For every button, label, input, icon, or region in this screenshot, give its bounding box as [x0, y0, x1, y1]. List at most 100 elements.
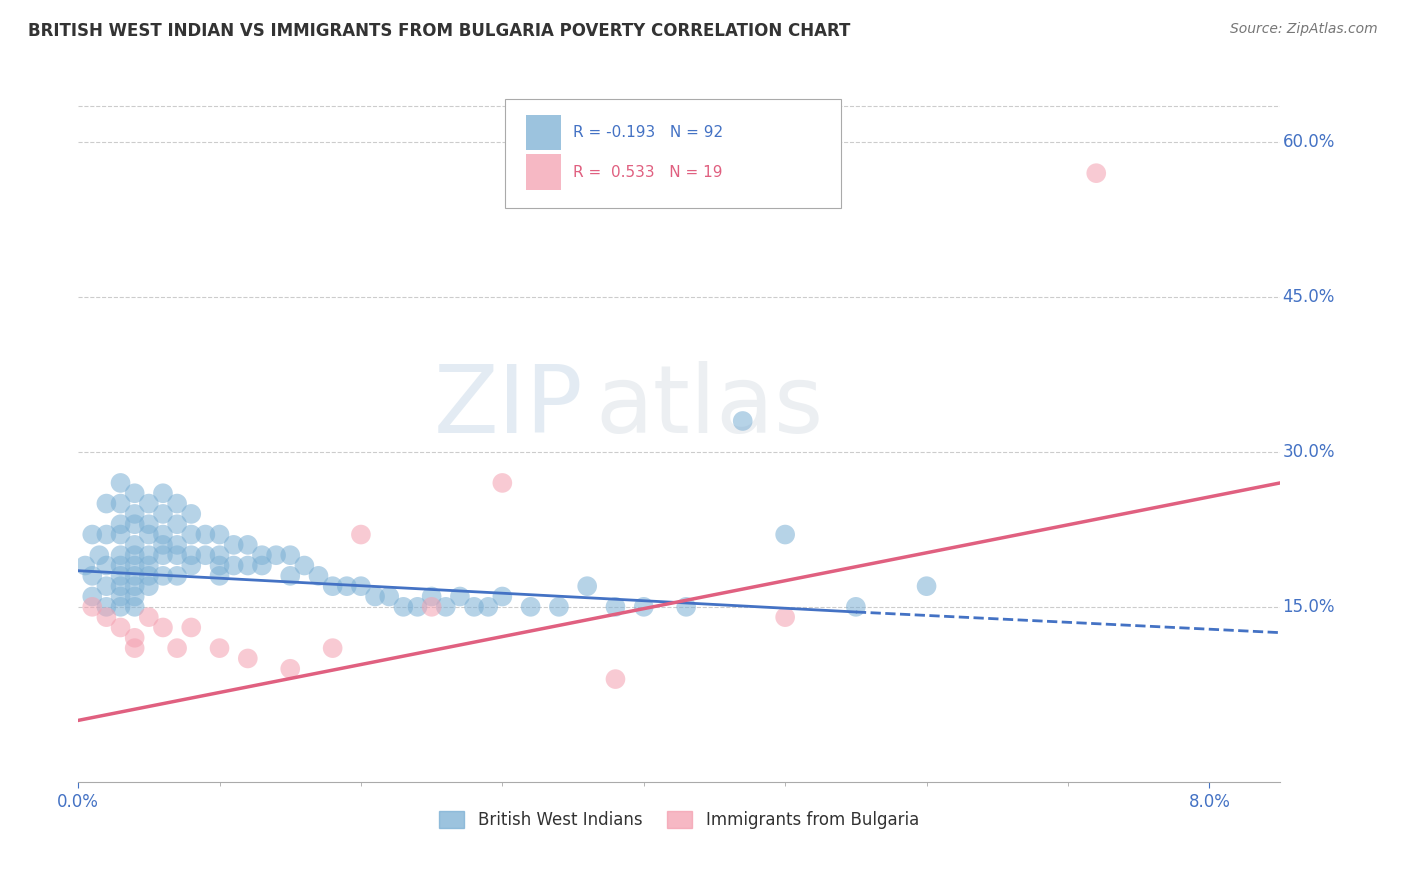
Point	[138, 558, 160, 573]
Point	[166, 538, 188, 552]
Text: BRITISH WEST INDIAN VS IMMIGRANTS FROM BULGARIA POVERTY CORRELATION CHART: BRITISH WEST INDIAN VS IMMIGRANTS FROM B…	[28, 22, 851, 40]
Point	[420, 599, 443, 614]
Point	[138, 497, 160, 511]
Text: 45.0%: 45.0%	[1282, 288, 1334, 306]
Point	[180, 548, 202, 562]
Point	[138, 579, 160, 593]
Point	[208, 527, 231, 541]
FancyBboxPatch shape	[526, 154, 561, 190]
Point	[166, 641, 188, 656]
Point	[194, 548, 217, 562]
Point	[138, 527, 160, 541]
Point	[278, 569, 301, 583]
Point	[491, 590, 513, 604]
Point	[264, 548, 287, 562]
Point	[548, 599, 571, 614]
Point	[336, 579, 359, 593]
Point	[82, 527, 104, 541]
Point	[152, 527, 174, 541]
Point	[152, 548, 174, 562]
Point	[152, 620, 174, 634]
Point	[491, 475, 513, 490]
Text: 15.0%: 15.0%	[1282, 598, 1334, 615]
FancyBboxPatch shape	[526, 114, 561, 150]
Point	[124, 486, 146, 500]
Point	[124, 548, 146, 562]
Point	[322, 641, 344, 656]
Point	[124, 599, 146, 614]
Point	[96, 599, 118, 614]
Point	[236, 538, 259, 552]
Point	[308, 569, 330, 583]
Point	[208, 548, 231, 562]
Point	[222, 538, 245, 552]
Text: R =  0.533   N = 19: R = 0.533 N = 19	[574, 165, 723, 180]
Point	[82, 569, 104, 583]
Point	[124, 590, 146, 604]
Point	[378, 590, 401, 604]
Point	[138, 548, 160, 562]
Point	[152, 538, 174, 552]
Point	[250, 548, 273, 562]
Point	[82, 590, 104, 604]
Point	[208, 641, 231, 656]
Point	[166, 548, 188, 562]
Point	[110, 579, 132, 593]
Text: 60.0%: 60.0%	[1282, 133, 1334, 152]
Point	[124, 579, 146, 593]
FancyBboxPatch shape	[505, 99, 841, 208]
Point	[194, 527, 217, 541]
Point	[110, 497, 132, 511]
Point	[110, 558, 132, 573]
Point	[605, 672, 627, 686]
Point	[675, 599, 697, 614]
Point	[576, 579, 599, 593]
Point	[82, 599, 104, 614]
Point	[124, 569, 146, 583]
Point	[731, 414, 754, 428]
Point	[477, 599, 499, 614]
Point	[350, 579, 373, 593]
Point	[138, 610, 160, 624]
Point	[236, 558, 259, 573]
Point	[110, 517, 132, 532]
Point	[278, 548, 301, 562]
Point	[110, 590, 132, 604]
Point	[124, 558, 146, 573]
Text: ZIP: ZIP	[433, 360, 583, 452]
Point	[124, 631, 146, 645]
Point	[208, 569, 231, 583]
Point	[406, 599, 429, 614]
Point	[236, 651, 259, 665]
Point	[124, 517, 146, 532]
Point	[75, 558, 97, 573]
Legend: British West Indians, Immigrants from Bulgaria: British West Indians, Immigrants from Bu…	[433, 804, 925, 836]
Point	[96, 527, 118, 541]
Point	[420, 590, 443, 604]
Point	[250, 558, 273, 573]
Point	[89, 548, 111, 562]
Point	[96, 610, 118, 624]
Point	[152, 507, 174, 521]
Text: Source: ZipAtlas.com: Source: ZipAtlas.com	[1230, 22, 1378, 37]
Point	[180, 507, 202, 521]
Point	[392, 599, 415, 614]
Point	[180, 527, 202, 541]
Point	[124, 641, 146, 656]
Point	[96, 558, 118, 573]
Point	[1085, 166, 1108, 180]
Point	[166, 517, 188, 532]
Point	[222, 558, 245, 573]
Point	[322, 579, 344, 593]
Point	[166, 569, 188, 583]
Point	[152, 486, 174, 500]
Point	[364, 590, 387, 604]
Point	[96, 579, 118, 593]
Text: R = -0.193   N = 92: R = -0.193 N = 92	[574, 125, 724, 140]
Point	[633, 599, 655, 614]
Point	[110, 620, 132, 634]
Point	[463, 599, 485, 614]
Point	[110, 527, 132, 541]
Point	[449, 590, 471, 604]
Point	[292, 558, 315, 573]
